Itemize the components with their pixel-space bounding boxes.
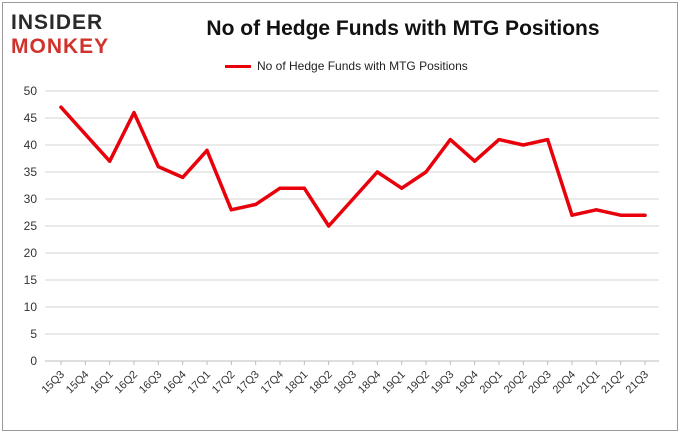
- x-tick-label: 20Q1: [478, 369, 506, 397]
- x-tick-label: 18Q1: [283, 369, 311, 397]
- x-tick-label: 17Q3: [234, 369, 262, 397]
- x-tick-label: 18Q3: [332, 369, 360, 397]
- data-point: [59, 105, 63, 109]
- legend-swatch: [225, 64, 251, 68]
- x-tick-label: 17Q1: [186, 369, 214, 397]
- data-point: [254, 202, 258, 206]
- data-point: [619, 213, 623, 217]
- x-tick-label: 16Q4: [161, 369, 189, 397]
- x-tick-label: 19Q2: [405, 369, 433, 397]
- x-tick-label: 15Q4: [64, 369, 92, 397]
- chart-title: No of Hedge Funds with MTG Positions: [206, 17, 600, 40]
- y-tick-label: 50: [24, 84, 38, 98]
- x-tick-label: 20Q3: [526, 369, 554, 397]
- x-tick-label: 21Q1: [575, 369, 603, 397]
- insider-monkey-logo: INSIDER MONKEY: [11, 11, 131, 61]
- chart-legend: No of Hedge Funds with MTG Positions: [225, 58, 468, 74]
- y-tick-label: 20: [24, 246, 38, 260]
- x-tick-label: 16Q1: [88, 369, 116, 397]
- x-tick-label: 19Q1: [380, 369, 408, 397]
- x-tick-label: 19Q4: [453, 369, 481, 397]
- x-tick-label: 21Q3: [624, 369, 652, 397]
- data-point: [570, 213, 574, 217]
- data-point: [375, 170, 379, 174]
- data-point: [327, 224, 331, 228]
- data-point: [302, 186, 306, 190]
- y-tick-label: 10: [24, 300, 38, 314]
- data-point: [229, 208, 233, 212]
- data-point: [643, 213, 647, 217]
- y-tick-label: 0: [30, 354, 37, 368]
- x-tick-label: 17Q2: [210, 369, 238, 397]
- data-point: [278, 186, 282, 190]
- data-point: [205, 148, 209, 152]
- y-tick-label: 45: [24, 111, 38, 125]
- data-point: [521, 143, 525, 147]
- legend-label: No of Hedge Funds with MTG Positions: [257, 59, 468, 73]
- x-tick-label: 18Q2: [307, 369, 335, 397]
- y-tick-label: 40: [24, 138, 38, 152]
- data-point: [546, 138, 550, 142]
- data-point: [497, 138, 501, 142]
- data-point: [156, 165, 160, 169]
- data-point: [181, 175, 185, 179]
- data-point: [351, 197, 355, 201]
- data-point: [594, 208, 598, 212]
- x-tick-label: 20Q4: [551, 369, 579, 397]
- x-tick-label: 18Q4: [356, 369, 384, 397]
- x-tick-label: 21Q2: [599, 369, 627, 397]
- y-tick-label: 5: [30, 327, 37, 341]
- y-tick-label: 30: [24, 192, 38, 206]
- x-tick-label: 16Q3: [137, 369, 165, 397]
- x-tick-label: 15Q3: [40, 369, 68, 397]
- y-tick-label: 25: [24, 219, 38, 233]
- data-point: [424, 170, 428, 174]
- logo-line-1: INSIDER: [11, 11, 104, 34]
- data-point: [132, 111, 136, 115]
- data-point: [400, 186, 404, 190]
- x-tick-label: 16Q2: [113, 369, 141, 397]
- data-point: [83, 132, 87, 136]
- logo-line-2: MONKEY: [11, 35, 110, 58]
- plot-area: 0 5 10 15 20 25 30 35 40 45 50 15Q315Q416Q116Q216Q3…: [24, 84, 659, 397]
- data-point: [473, 159, 477, 163]
- data-point: [448, 138, 452, 142]
- series-line: [59, 105, 647, 228]
- x-tick-label: 20Q2: [502, 369, 530, 397]
- x-tick-label: 19Q3: [429, 369, 457, 397]
- y-tick-label: 35: [24, 165, 38, 179]
- x-tick-label: 17Q4: [259, 369, 287, 397]
- data-point: [108, 159, 112, 163]
- y-tick-label: 15: [24, 273, 38, 287]
